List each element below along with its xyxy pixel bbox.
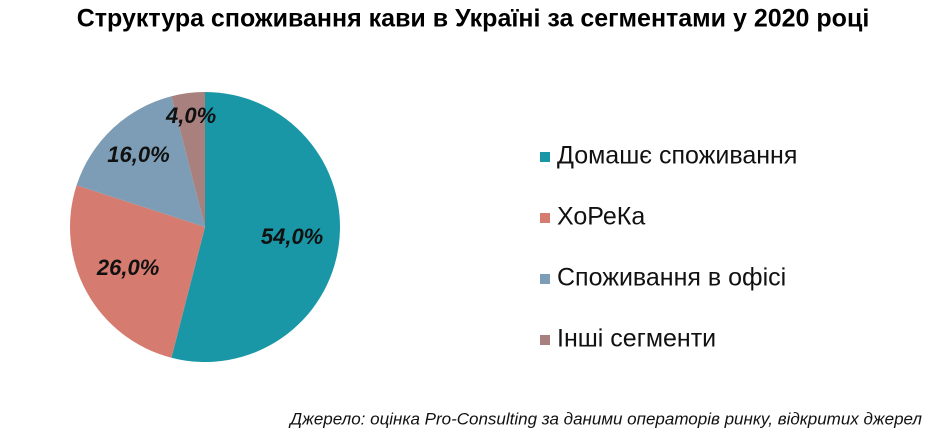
chart-title: Структура споживання кави в Україні за с…	[77, 5, 870, 33]
legend-marker	[540, 213, 550, 223]
pie-slice	[171, 92, 205, 227]
value-label: 26,0%	[96, 255, 159, 280]
pie-slice	[76, 96, 206, 227]
value-label: 16,0%	[107, 142, 169, 167]
legend-marker	[540, 152, 550, 162]
legend-marker	[540, 335, 550, 345]
legend-label: ХоРеКа	[557, 203, 645, 231]
legend-marker	[540, 274, 550, 284]
value-label: 4,0%	[165, 103, 216, 128]
pie-slice	[171, 92, 340, 362]
legend-label: Інші сегменти	[557, 325, 716, 353]
value-label: 54,0%	[261, 224, 323, 249]
legend-label: Споживання в офісі	[557, 264, 786, 292]
source-note: Джерело: оцінка Pro-Consulting за даними…	[288, 409, 922, 428]
pie-slice	[69, 185, 205, 358]
legend-label: Домашє споживання	[557, 142, 797, 170]
